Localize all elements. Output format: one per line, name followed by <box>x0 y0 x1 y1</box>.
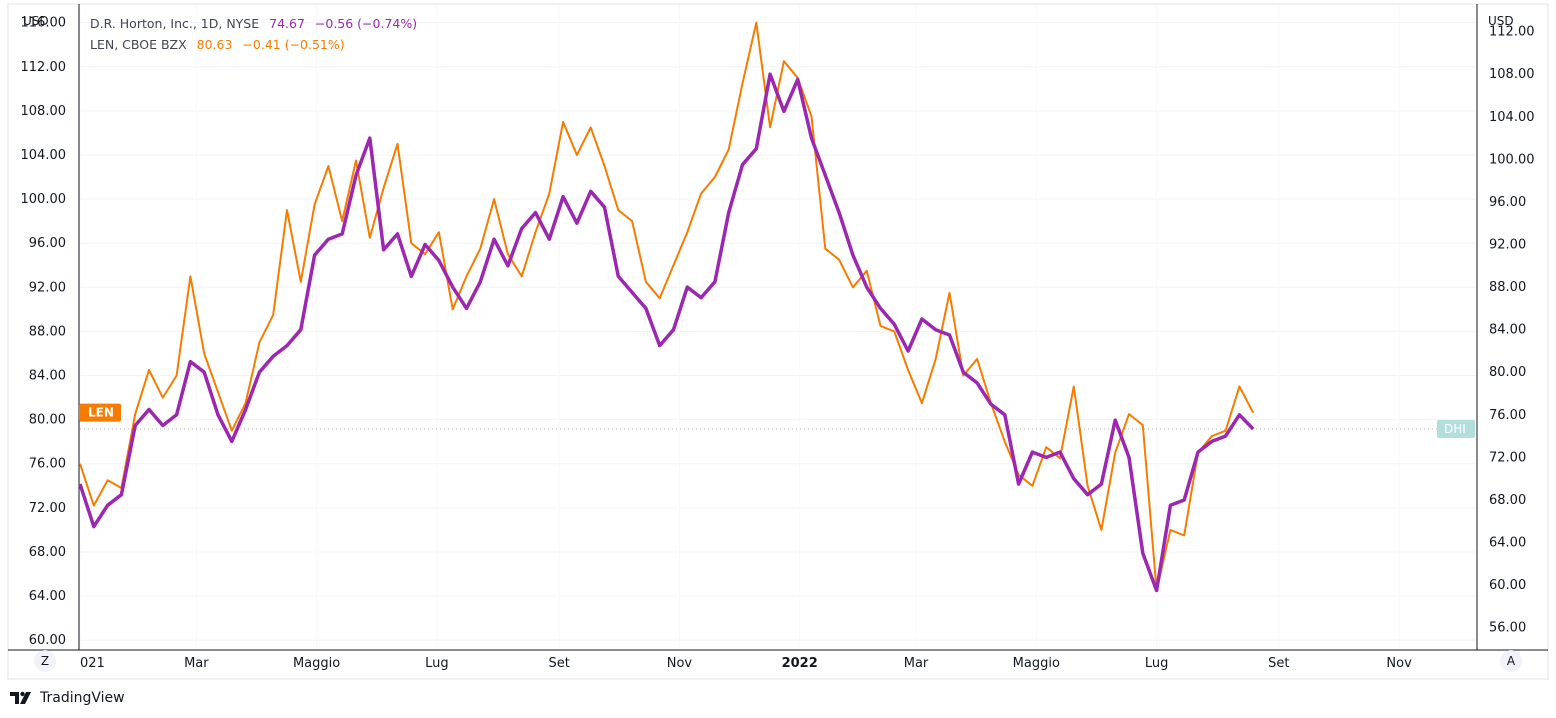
left-tick-label: 108.00 <box>21 104 67 119</box>
len-tag-label: LEN <box>88 406 114 420</box>
legend-len-change: −0.41 (−0.51%) <box>242 37 345 52</box>
len-last-value-tag: LEN <box>79 403 121 422</box>
dhi-last-value-tag: DHI <box>1437 419 1475 438</box>
right-tick-label: 72.00 <box>1489 450 1526 465</box>
legend-len-price: 80.63 <box>196 37 233 52</box>
right-tick-label: 68.00 <box>1489 493 1526 508</box>
x-tick-label: Lug <box>425 656 449 671</box>
x-tick-label: 2022 <box>782 656 818 671</box>
auto-scale-button[interactable]: A <box>1500 650 1522 672</box>
left-tick-label: 72.00 <box>29 501 66 516</box>
x-tick-label: Maggio <box>293 656 340 671</box>
plot-area[interactable] <box>78 21 1255 593</box>
right-tick-label: 104.00 <box>1489 110 1535 125</box>
x-tick-label: Nov <box>1386 656 1412 671</box>
dhi-tag-label: DHI <box>1444 422 1466 436</box>
legend-dhi-price: 74.67 <box>269 16 305 31</box>
x-tick-label: Nov <box>667 656 693 671</box>
left-tick-label: 112.00 <box>21 60 67 75</box>
left-tick-label: 116.00 <box>21 16 67 31</box>
right-tick-label: 56.00 <box>1489 621 1526 636</box>
x-tick-label: Maggio <box>1013 656 1060 671</box>
left-tick-label: 100.00 <box>21 192 67 207</box>
right-tick-label: 108.00 <box>1489 67 1535 82</box>
tradingview-logo-text: TradingView <box>40 690 125 706</box>
x-tick-label: Mar <box>904 656 929 671</box>
tradingview-branding[interactable]: TradingView <box>10 690 125 706</box>
x-tick-label: Set <box>548 656 569 671</box>
left-tick-label: 104.00 <box>21 148 67 163</box>
left-tick-label: 96.00 <box>29 236 66 251</box>
right-tick-label: 100.00 <box>1489 152 1535 167</box>
right-tick-label: 64.00 <box>1489 536 1526 551</box>
legend-row-len[interactable]: LEN, CBOE BZX 80.63 −0.41 (−0.51%) <box>90 34 417 55</box>
right-tick-label: 96.00 <box>1489 195 1526 210</box>
x-tick-label: Lug <box>1145 656 1169 671</box>
right-tick-label: 112.00 <box>1489 25 1535 40</box>
x-tick-label: Set <box>1268 656 1289 671</box>
right-currency-label: USD <box>1488 14 1514 28</box>
left-tick-label: 80.00 <box>29 413 66 428</box>
gridlines <box>79 5 1476 649</box>
left-tick-label: 92.00 <box>29 280 66 295</box>
len-series-line <box>79 21 1255 592</box>
legend-dhi-name: D.R. Horton, Inc., 1D, NYSE <box>90 16 260 31</box>
left-tick-label: 64.00 <box>29 589 66 604</box>
chart-border <box>7 3 1549 680</box>
dhi-series-line <box>78 72 1255 593</box>
right-tick-label: 76.00 <box>1489 408 1526 423</box>
left-tick-label: 88.00 <box>29 324 66 339</box>
left-tick-label: 84.00 <box>29 369 66 384</box>
legend-len-name: LEN, CBOE BZX <box>90 37 187 52</box>
tradingview-logo-icon <box>10 691 31 704</box>
scale-z-button[interactable]: Z <box>34 650 56 672</box>
x-tick-label: Mar <box>184 656 209 671</box>
left-tick-label: 60.00 <box>29 633 66 648</box>
right-tick-label: 80.00 <box>1489 365 1526 380</box>
right-tick-label: 88.00 <box>1489 280 1526 295</box>
left-tick-label: 68.00 <box>29 545 66 560</box>
right-tick-label: 84.00 <box>1489 323 1526 338</box>
legend-dhi-change: −0.56 (−0.74%) <box>314 16 418 31</box>
left-currency-label: USD <box>23 14 49 28</box>
left-tick-label: 76.00 <box>29 457 66 472</box>
legend-row-dhi[interactable]: D.R. Horton, Inc., 1D, NYSE 74.67 −0.56 … <box>90 13 417 34</box>
left-price-scale[interactable]: 116.00 112.00 108.00 104.00 100.00 96.00 92.00… <box>21 16 67 649</box>
right-price-scale[interactable]: 112.00 108.00 104.00 100.00 96.00 92.00 88.00 8… <box>1489 25 1535 636</box>
time-scale[interactable]: 021 Mar Maggio Lug Set Nov 2022 Mar Maggio Lug Set… <box>80 656 1412 671</box>
x-tick-label: 021 <box>80 656 105 671</box>
legend: D.R. Horton, Inc., 1D, NYSE 74.67 −0.56 … <box>90 13 417 55</box>
right-tick-label: 60.00 <box>1489 578 1526 593</box>
right-tick-label: 92.00 <box>1489 238 1526 253</box>
